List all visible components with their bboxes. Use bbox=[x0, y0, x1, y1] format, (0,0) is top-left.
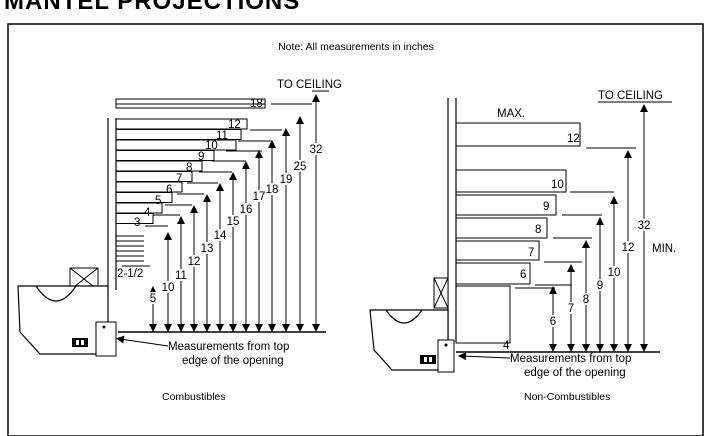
noncombustible-step-8 bbox=[455, 217, 548, 239]
combustible-step-label: 11 bbox=[216, 130, 228, 142]
combustible-height-label: 19 bbox=[280, 174, 293, 186]
noncombustible-note-pointer bbox=[458, 352, 511, 361]
insert-arch bbox=[385, 309, 423, 324]
combustible-step-label: 12 bbox=[228, 119, 241, 131]
combustible-height-label: 11 bbox=[175, 270, 187, 282]
combustible-height-label: 18 bbox=[266, 184, 279, 196]
insert-dot bbox=[444, 343, 448, 347]
noncombustible-step-label: 9 bbox=[543, 201, 549, 213]
combustible-height-label: 25 bbox=[294, 161, 307, 173]
insert-body bbox=[17, 285, 109, 355]
noncombustible-height-label: 6 bbox=[550, 316, 556, 328]
combustible-step-label: 4 bbox=[144, 207, 151, 219]
noncombustible-step-label: 12 bbox=[567, 133, 580, 145]
combustible-height-label: 10 bbox=[162, 282, 175, 294]
noncombustible-height-label: 10 bbox=[608, 267, 621, 279]
combustible-step-label: 18 bbox=[250, 98, 263, 110]
noncombustible-step-label: 7 bbox=[528, 247, 534, 259]
combustible-height-label: 15 bbox=[227, 216, 240, 228]
noncombustible-step-label: 6 bbox=[520, 269, 526, 281]
combustible-measure-note-line1: Measurements from top bbox=[168, 341, 289, 353]
insert-front-panel bbox=[437, 339, 455, 373]
noncombustible-step-4 bbox=[455, 285, 511, 344]
non-combustibles-caption: Non-Combustibles bbox=[524, 391, 610, 403]
noncombustible-measure-note-line1: Measurements from top bbox=[510, 353, 631, 365]
noncombustible-measure-note-line2: edge of the opening bbox=[524, 367, 626, 379]
combustible-height-label: 12 bbox=[188, 256, 201, 268]
page-title: MANTEL PROJECTIONS bbox=[4, 0, 301, 15]
insert-front-panel bbox=[95, 321, 117, 357]
combustible-step-label: 3 bbox=[134, 217, 140, 229]
combustible-measure-note-line2: edge of the opening bbox=[182, 355, 284, 367]
noncombustible-step-12 bbox=[455, 122, 581, 147]
insert-arch bbox=[35, 285, 77, 302]
noncombustible-step-6 bbox=[455, 262, 531, 285]
combustible-height-label: 17 bbox=[253, 191, 266, 203]
combustible-step-label: 5 bbox=[155, 195, 161, 207]
insert-body bbox=[369, 309, 449, 371]
insert-logo-badge bbox=[72, 338, 88, 347]
noncombustible-height-label: 9 bbox=[597, 280, 603, 292]
diagram-frame bbox=[7, 23, 704, 436]
combustible-height-label: 16 bbox=[240, 204, 253, 216]
combustible-to-ceiling-label: TO CEILING bbox=[277, 79, 342, 91]
combustible-height-label: 14 bbox=[214, 230, 227, 242]
combustible-step-label: 9 bbox=[198, 151, 204, 163]
noncombustible-max-label: MAX. bbox=[497, 108, 525, 120]
combustible-fireplace-insert bbox=[17, 267, 117, 357]
noncombustible-to-ceiling-label: TO CEILING bbox=[598, 90, 663, 102]
combustible-step-label: 6 bbox=[166, 184, 172, 196]
noncombustible-step-label: 8 bbox=[535, 224, 541, 236]
combustible-step-label: 10 bbox=[205, 140, 218, 152]
noncombustible-step-label: 10 bbox=[551, 179, 564, 191]
noncombustible-step-7 bbox=[455, 240, 540, 261]
measurement-note: Note: All measurements in inches bbox=[278, 41, 434, 53]
noncombustible-step-10 bbox=[455, 169, 567, 193]
noncombustible-fireplace-insert bbox=[369, 277, 455, 373]
combustible-step-label: 7 bbox=[176, 173, 182, 185]
noncombustible-step-label: 4 bbox=[503, 340, 510, 352]
combustible-step-label: 2-1/2 bbox=[117, 268, 143, 280]
combustible-height-label: 32 bbox=[310, 144, 323, 156]
noncombustible-step-9 bbox=[455, 194, 557, 216]
insert-dot bbox=[102, 325, 106, 329]
noncombustible-height-label: 32 bbox=[638, 220, 651, 232]
noncombustible-height-label: 12 bbox=[622, 242, 635, 254]
noncombustible-height-label: 8 bbox=[583, 294, 589, 306]
combustible-height-label: 5 bbox=[150, 293, 156, 305]
combustibles-caption: Combustibles bbox=[162, 391, 226, 403]
combustible-step-10 bbox=[115, 213, 154, 224]
combustible-note-pointer bbox=[116, 335, 169, 347]
combustible-height-label: 13 bbox=[201, 243, 214, 255]
insert-logo-badge bbox=[420, 355, 436, 364]
combustible-step-8 bbox=[115, 192, 173, 203]
noncombustible-min-label: MIN. bbox=[652, 243, 676, 255]
noncombustible-height-label: 7 bbox=[568, 303, 574, 315]
combustible-step-label: 8 bbox=[186, 162, 192, 174]
